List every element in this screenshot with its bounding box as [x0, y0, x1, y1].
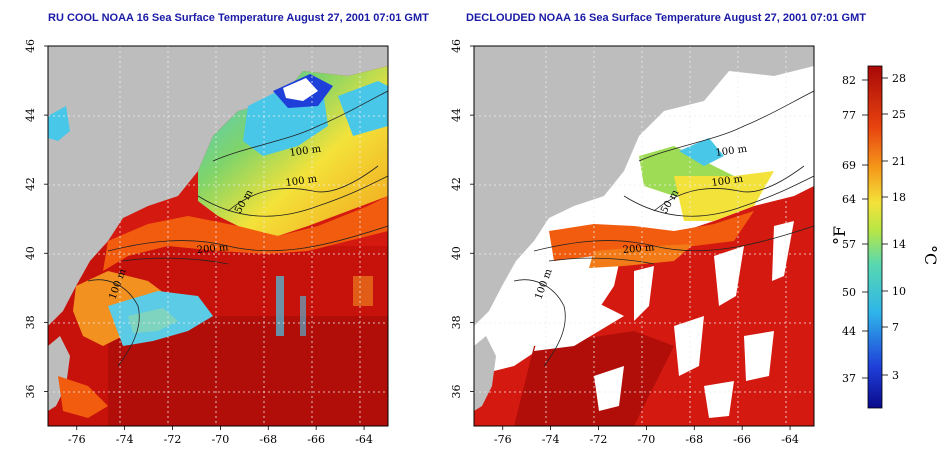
- fahrenheit-tick-label: 77: [842, 109, 856, 122]
- lat-tick-label: 42: [450, 177, 463, 191]
- map-axes: -76 -74 -72 -70 -68 -66 -64 46 44 42 40 38 36 -76 -74 -…: [24, 39, 799, 446]
- lon-tick-label: -64: [355, 433, 373, 446]
- contour-label: 100 m: [289, 144, 322, 159]
- lat-tick-label: 38: [24, 315, 37, 329]
- celsius-tick-label: 3: [892, 369, 899, 382]
- lat-tick-label: 36: [24, 384, 37, 398]
- lat-tick-label: 42: [24, 177, 37, 191]
- lat-tick-label: 38: [450, 315, 463, 329]
- lat-tick-label: 40: [24, 246, 37, 260]
- lon-tick-label: -66: [733, 433, 751, 446]
- lat-tick-label: 44: [450, 108, 463, 122]
- left-panel-title: RU COOL NOAA 16 Sea Surface Temperature …: [48, 12, 429, 24]
- contour-label: 100 m: [711, 174, 744, 189]
- right-panel-title: DECLOUDED NOAA 16 Sea Surface Temperatur…: [466, 12, 866, 24]
- right-sst-map: [473, 45, 815, 427]
- left-sst-map: [47, 45, 389, 427]
- fahrenheit-tick-label: 82: [842, 74, 856, 87]
- lon-tick-label: -74: [116, 433, 134, 446]
- lon-tick-label: -76: [68, 433, 86, 446]
- colorbar: 82 77 69 64 57 50 44 37 28 25 21 18 14 10 7 3 °F °C: [830, 65, 940, 409]
- lon-tick-label: -76: [494, 433, 512, 446]
- contour-label: 100 m: [715, 144, 748, 159]
- contour-label: 200 m: [196, 242, 229, 256]
- celsius-tick-label: 21: [892, 155, 906, 168]
- lat-tick-label: 36: [450, 384, 463, 398]
- lon-tick-label: -68: [685, 433, 703, 446]
- fahrenheit-tick-label: 50: [842, 286, 856, 299]
- lat-tick-label: 46: [450, 39, 463, 53]
- lat-tick-label: 44: [24, 108, 37, 122]
- lon-tick-label: -64: [781, 433, 799, 446]
- lat-tick-label: 46: [24, 39, 37, 53]
- lon-tick-label: -70: [638, 433, 656, 446]
- celsius-tick-label: 28: [892, 72, 906, 85]
- fahrenheit-unit-label: °F: [830, 226, 849, 245]
- lon-tick-label: -72: [590, 433, 608, 446]
- lon-tick-label: -68: [259, 433, 277, 446]
- fahrenheit-tick-label: 44: [842, 325, 856, 338]
- celsius-tick-label: 18: [892, 191, 906, 204]
- fahrenheit-tick-label: 69: [842, 159, 856, 172]
- celsius-tick-label: 7: [892, 321, 899, 334]
- contour-label: 200 m: [622, 242, 655, 256]
- fahrenheit-tick-label: 57: [842, 238, 856, 251]
- celsius-tick-label: 10: [892, 285, 906, 298]
- fahrenheit-tick-label: 64: [842, 193, 856, 206]
- lat-tick-label: 40: [450, 246, 463, 260]
- fahrenheit-tick-label: 37: [842, 372, 856, 385]
- contour-label: 100 m: [285, 174, 318, 189]
- lon-tick-label: -74: [542, 433, 560, 446]
- lon-tick-label: -66: [307, 433, 325, 446]
- celsius-tick-label: 25: [892, 108, 906, 121]
- celsius-tick-label: 14: [892, 238, 906, 251]
- celsius-unit-label: °C: [921, 245, 940, 265]
- lon-tick-label: -72: [164, 433, 182, 446]
- lon-tick-label: -70: [212, 433, 230, 446]
